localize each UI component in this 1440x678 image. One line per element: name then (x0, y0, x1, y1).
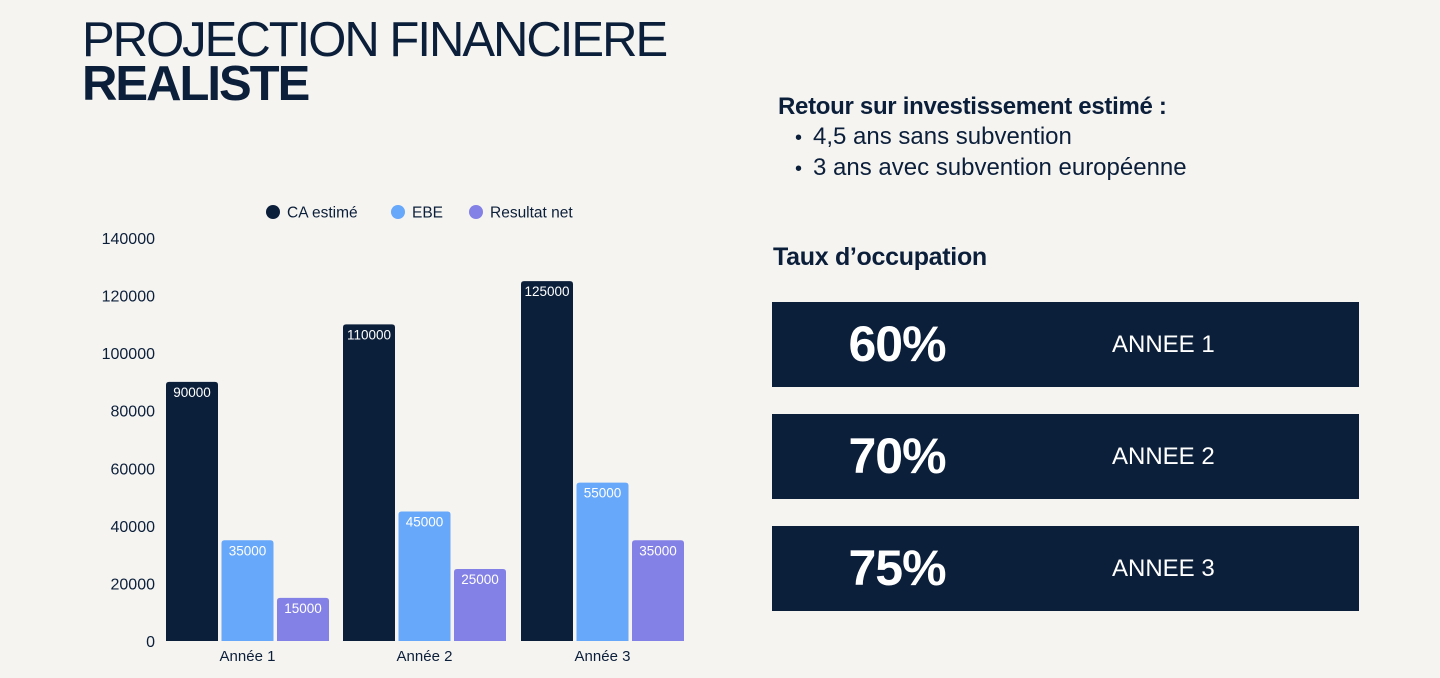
data-label: 55000 (584, 486, 622, 501)
data-label: 125000 (524, 284, 569, 299)
x-tick-label: Année 3 (575, 648, 631, 665)
y-tick-label: 40000 (111, 519, 156, 536)
bar-ebe (398, 511, 451, 641)
occupation-heading: Taux d’occupation (773, 243, 987, 271)
bar-resultat-net (277, 597, 329, 641)
occupation-year-label: ANNEE 2 (1112, 443, 1215, 470)
data-label: 15000 (284, 601, 322, 616)
y-tick-label: 20000 (111, 576, 156, 593)
y-tick-label: 80000 (111, 404, 156, 421)
roi-item-eu-subsidy: 3 ans avec subvention européenne (795, 153, 1187, 184)
legend-label: Resultat net (490, 205, 573, 222)
legend-label: EBE (412, 205, 443, 222)
occupation-percent: 75% (848, 540, 946, 596)
data-label: 90000 (173, 385, 211, 400)
occupation-percent: 70% (848, 428, 946, 484)
roi-heading: Retour sur investissement estimé : (778, 93, 1167, 120)
legend-marker (391, 205, 405, 219)
y-tick-label: 140000 (102, 231, 155, 248)
occupation-year-label: ANNEE 1 (1112, 331, 1215, 358)
bar-ca-estim- (343, 324, 395, 641)
x-tick-label: Année 1 (220, 648, 276, 665)
occupation-box-year-1: 60% ANNEE 1 (772, 302, 1359, 387)
bar-ca-estim- (521, 281, 573, 641)
occupation-year-label: ANNEE 3 (1112, 555, 1215, 582)
bar-ebe (221, 540, 274, 641)
data-label: 25000 (461, 572, 499, 587)
roi-list: 4,5 ans sans subvention 3 ans avec subve… (795, 122, 1187, 184)
x-tick-label: Année 2 (397, 648, 453, 665)
data-label: 35000 (639, 543, 677, 558)
bar-ca-estim- (166, 381, 218, 641)
bar-resultat-net (632, 540, 684, 641)
legend-marker (266, 205, 280, 219)
y-tick-label: 60000 (111, 461, 156, 478)
page-title-line2: REALISTE (82, 57, 310, 111)
data-label: 110000 (347, 327, 391, 342)
occupation-box-year-2: 70% ANNEE 2 (772, 414, 1359, 499)
bar-resultat-net (454, 569, 506, 641)
occupation-box-year-3: 75% ANNEE 3 (772, 526, 1359, 611)
legend-label: CA estimé (287, 205, 358, 222)
data-label: 45000 (406, 514, 444, 529)
page-title-line1: PROJECTION FINANCIERE (82, 13, 668, 67)
data-label: 35000 (229, 543, 267, 558)
bar-chart: 0 20000 40000 60000 80000 100000 120000 140000 9… (102, 205, 684, 665)
legend-marker (469, 205, 483, 219)
y-tick-label: 0 (146, 634, 155, 651)
bar-ebe (576, 482, 629, 641)
occupation-percent: 60% (848, 316, 946, 372)
roi-item-no-subsidy: 4,5 ans sans subvention (795, 122, 1187, 153)
y-tick-label: 100000 (102, 346, 155, 363)
y-tick-label: 120000 (102, 289, 155, 306)
